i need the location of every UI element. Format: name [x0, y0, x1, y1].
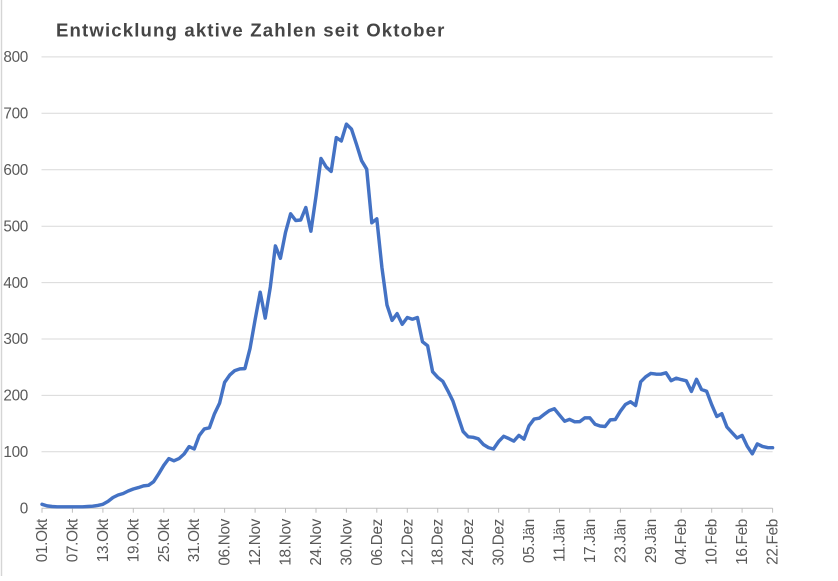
- svg-text:30.Nov: 30.Nov: [338, 518, 355, 565]
- svg-text:800: 800: [3, 49, 28, 66]
- svg-text:13.Okt: 13.Okt: [95, 518, 112, 562]
- svg-text:100: 100: [3, 444, 28, 461]
- svg-text:06.Nov: 06.Nov: [217, 518, 234, 565]
- svg-text:11.Jän: 11.Jän: [552, 519, 569, 562]
- svg-text:05.Jän: 05.Jän: [521, 519, 538, 563]
- svg-text:12.Dez: 12.Dez: [399, 519, 416, 566]
- svg-text:17.Jän: 17.Jän: [582, 519, 599, 563]
- svg-text:18.Dez: 18.Dez: [430, 519, 447, 566]
- svg-text:200: 200: [3, 388, 28, 405]
- svg-text:25.Okt: 25.Okt: [156, 518, 173, 562]
- svg-text:300: 300: [3, 331, 28, 348]
- svg-text:29.Jän: 29.Jän: [643, 519, 660, 563]
- svg-text:04.Feb: 04.Feb: [673, 519, 690, 565]
- svg-text:01.Okt: 01.Okt: [34, 518, 51, 562]
- svg-text:Entwicklung aktive Zahlen seit: Entwicklung aktive Zahlen seit Oktober: [56, 20, 445, 41]
- svg-text:30.Dez: 30.Dez: [491, 519, 508, 566]
- svg-text:18.Nov: 18.Nov: [278, 518, 295, 565]
- svg-text:700: 700: [3, 106, 28, 123]
- svg-text:500: 500: [3, 218, 28, 235]
- svg-text:24.Dez: 24.Dez: [460, 519, 477, 566]
- svg-text:600: 600: [3, 162, 28, 179]
- svg-text:0: 0: [20, 500, 28, 517]
- svg-text:19.Okt: 19.Okt: [125, 518, 142, 562]
- svg-text:22.Feb: 22.Feb: [765, 519, 782, 565]
- svg-text:12.Nov: 12.Nov: [247, 518, 264, 565]
- svg-text:24.Nov: 24.Nov: [308, 518, 325, 565]
- svg-text:16.Feb: 16.Feb: [734, 519, 751, 565]
- svg-text:06.Dez: 06.Dez: [369, 519, 386, 566]
- svg-text:23.Jän: 23.Jän: [612, 519, 629, 563]
- svg-text:31.Okt: 31.Okt: [186, 518, 203, 562]
- svg-text:400: 400: [3, 275, 28, 292]
- svg-text:07.Okt: 07.Okt: [64, 518, 81, 562]
- svg-text:10.Feb: 10.Feb: [704, 519, 721, 565]
